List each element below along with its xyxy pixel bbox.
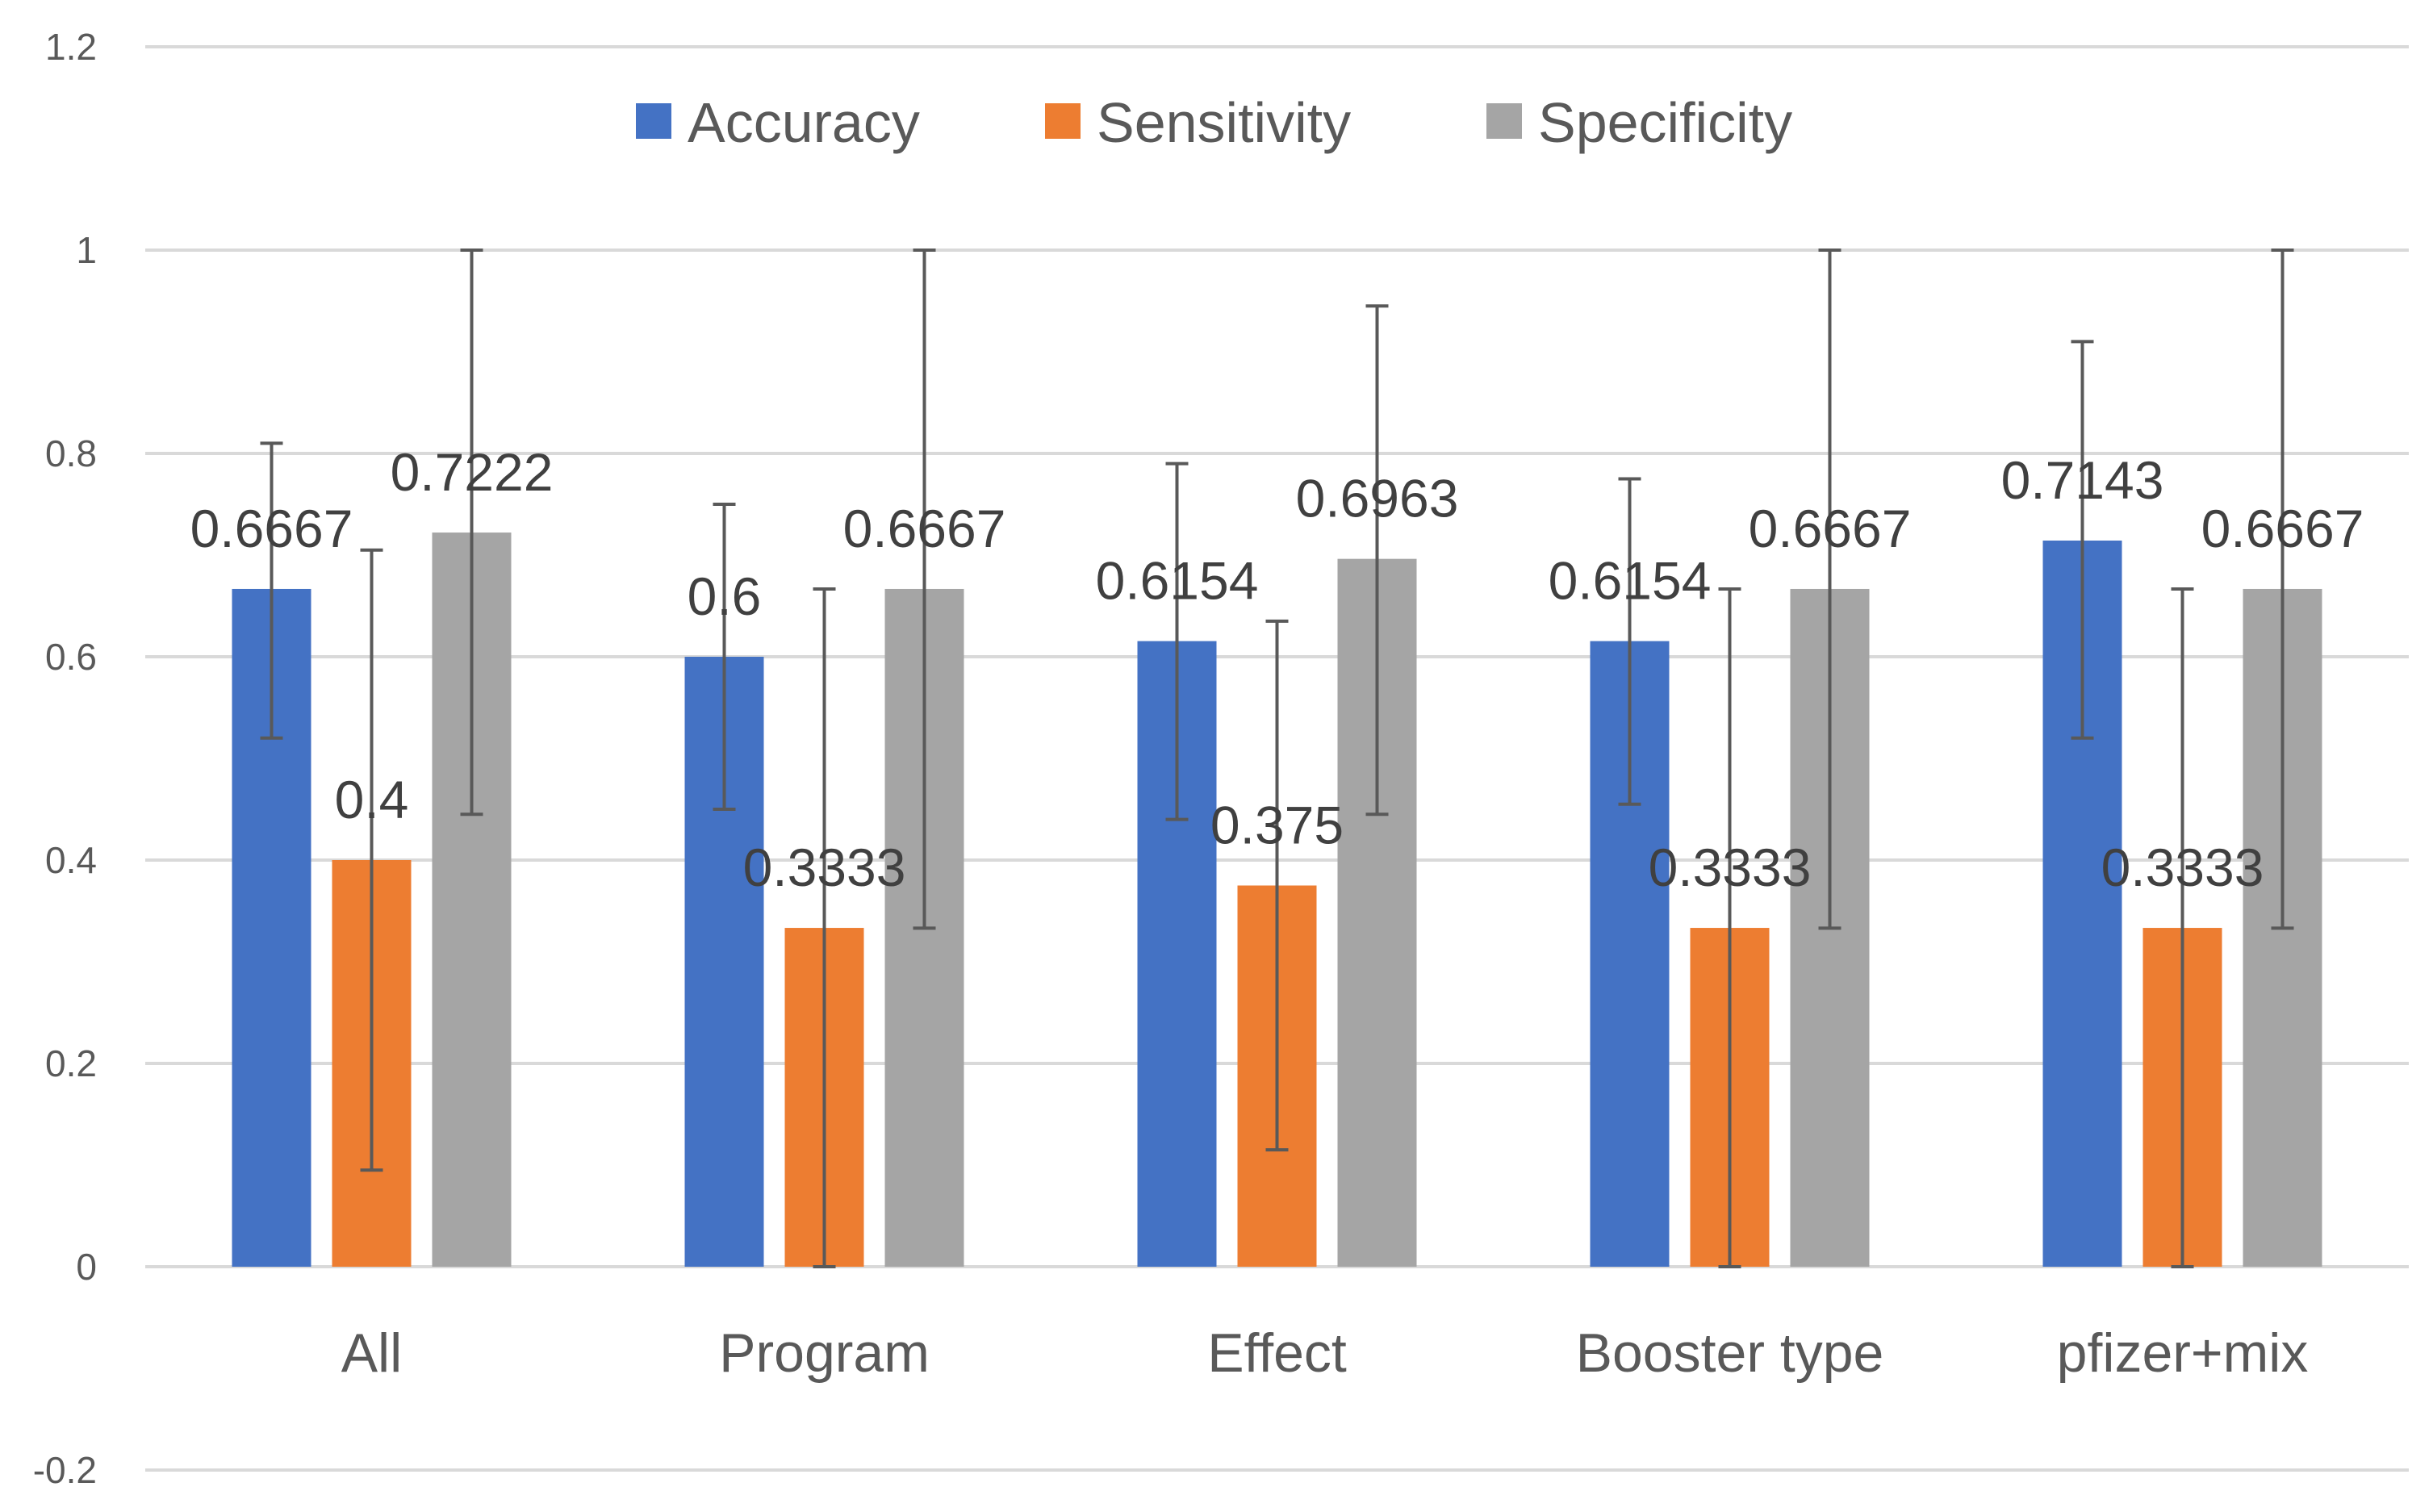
y-tick-label: 0.4	[45, 839, 97, 881]
y-tick-label: 0.6	[45, 636, 97, 678]
y-tick-label: 0.8	[45, 432, 97, 474]
x-tick-label: Booster type	[1576, 1322, 1884, 1384]
legend-label-sensitivity: Sensitivity	[1097, 91, 1351, 154]
y-tick-label: 1.2	[45, 26, 97, 68]
y-tick-label: -0.2	[33, 1449, 97, 1491]
y-tick-label: 0	[76, 1246, 97, 1288]
data-label: 0.6154	[1549, 551, 1712, 611]
data-label: 0.3333	[2101, 837, 2264, 897]
error-bars	[260, 249, 2294, 1268]
x-tick-label: pfizer+mix	[2057, 1322, 2309, 1384]
legend: Accuracy Sensitivity Specificity	[636, 91, 1792, 154]
data-label: 0.3333	[1649, 837, 1812, 897]
data-label: 0.375	[1210, 796, 1344, 855]
x-tick-label: All	[341, 1322, 403, 1384]
legend-swatch-sensitivity	[1045, 103, 1081, 139]
data-label: 0.6667	[843, 499, 1006, 558]
data-label: 0.7222	[391, 442, 554, 502]
legend-swatch-accuracy	[636, 103, 671, 139]
legend-label-accuracy: Accuracy	[688, 91, 920, 154]
data-label: 0.6667	[2201, 499, 2364, 558]
y-axis-ticks: -0.2 0 0.2 0.4 0.6 0.8 1 1.2	[33, 26, 97, 1491]
y-tick-label: 0.2	[45, 1042, 97, 1084]
data-label: 0.7143	[2001, 450, 2164, 510]
x-tick-label: Effect	[1207, 1322, 1347, 1384]
data-label: 0.4	[335, 770, 409, 829]
data-label: 0.3333	[743, 837, 906, 897]
data-label: 0.6667	[1749, 499, 1912, 558]
x-axis-ticks: All Program Effect Booster type pfizer+mix	[341, 1322, 2309, 1384]
data-labels: 0.6667 0.4 0.7222 0.6 0.3333 0.6667 0.6154 0.37…	[190, 442, 2364, 897]
data-label: 0.6963	[1296, 469, 1459, 528]
data-label: 0.6667	[190, 499, 353, 558]
legend-label-specificity: Specificity	[1538, 91, 1792, 154]
x-tick-label: Program	[719, 1322, 930, 1384]
data-label: 0.6154	[1096, 551, 1259, 611]
legend-swatch-specificity	[1486, 103, 1522, 139]
y-tick-label: 1	[76, 229, 97, 271]
data-label: 0.6	[688, 566, 762, 626]
